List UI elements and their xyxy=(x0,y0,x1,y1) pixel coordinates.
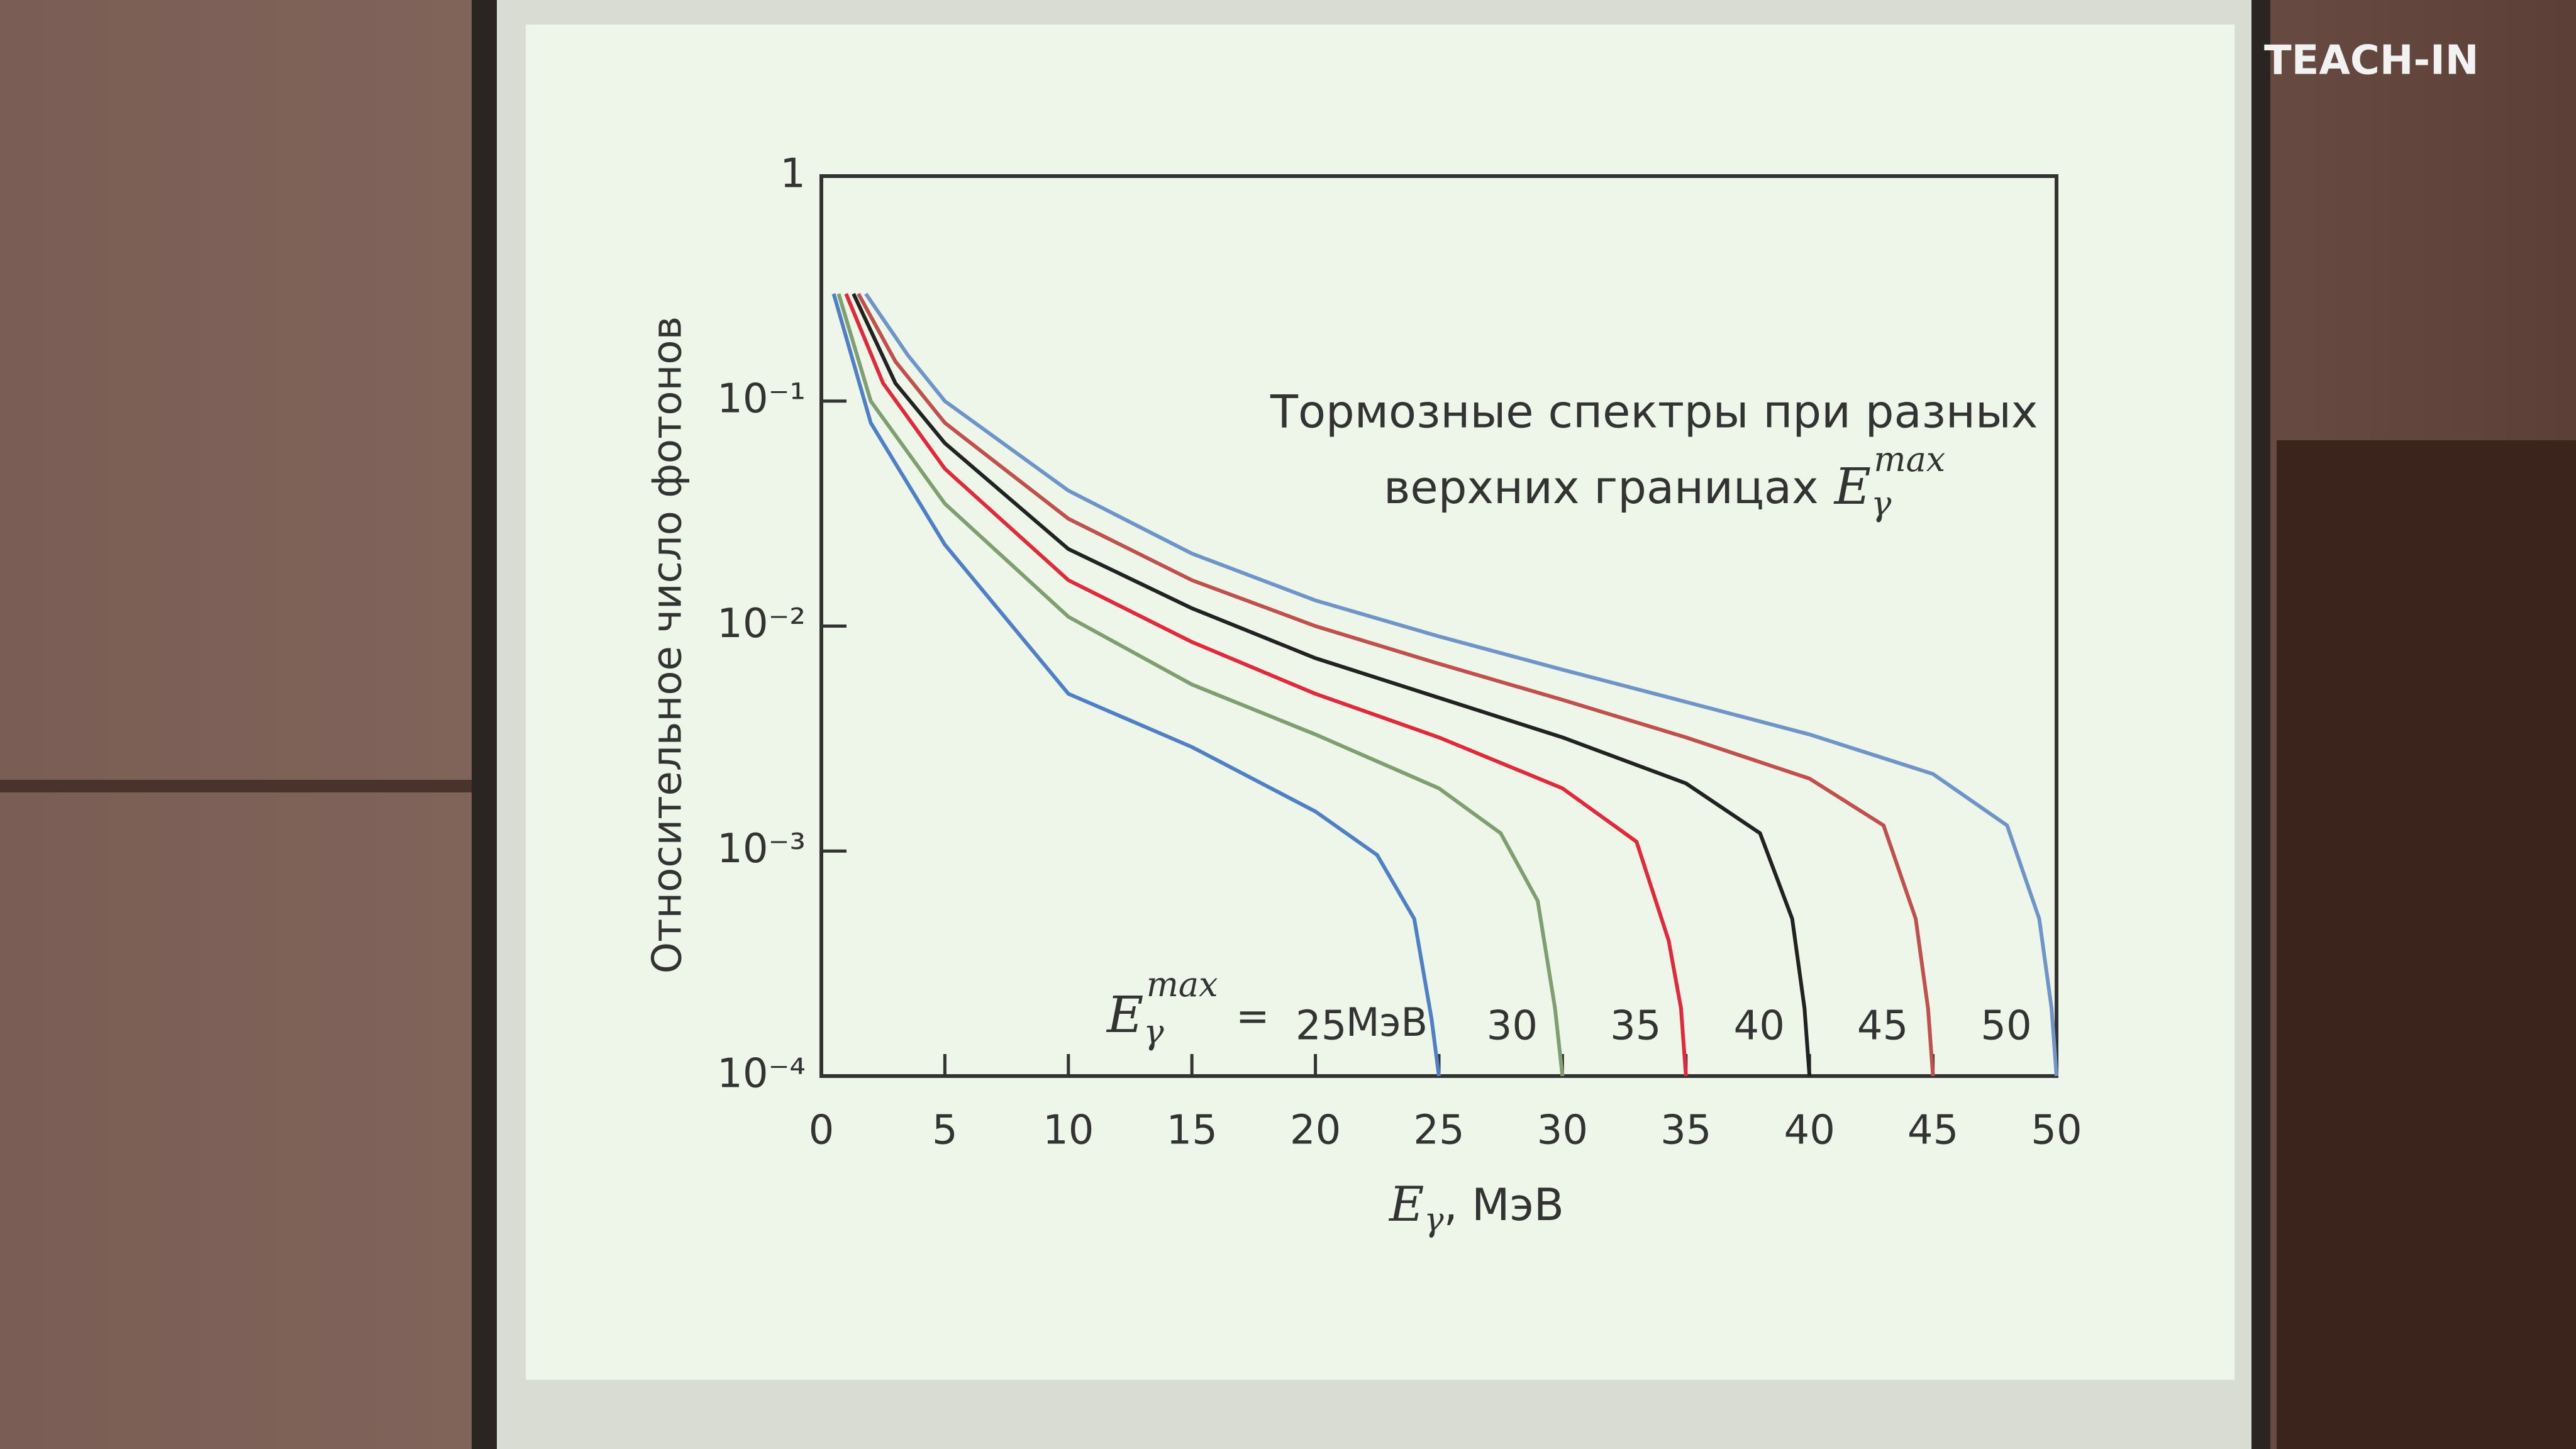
x-tick-label: 35 xyxy=(1660,1108,1711,1154)
x-tick-label: 0 xyxy=(809,1108,835,1154)
curve-label-E: E xyxy=(1106,985,1143,1044)
curve-label-equals: = xyxy=(1236,994,1270,1040)
y-tick-label: 10⁻⁴ xyxy=(717,1051,806,1097)
x-tick-label: 15 xyxy=(1166,1108,1217,1154)
series-line xyxy=(864,292,2058,1077)
x-tick-label: 5 xyxy=(932,1108,958,1154)
annotation-sub: γ xyxy=(1871,484,1892,523)
legend-label: 40 xyxy=(1733,1003,1784,1050)
annotation-text: верхних границах xyxy=(1384,461,1819,514)
y-tick-label: 10⁻² xyxy=(717,601,806,647)
x-label-symbol: E xyxy=(1388,1176,1424,1232)
y-tick-label: 10⁻¹ xyxy=(717,375,806,422)
x-tick-label: 20 xyxy=(1290,1108,1341,1154)
legend-label: 30 xyxy=(1487,1003,1538,1050)
curve-label-sub: γ xyxy=(1143,1012,1164,1052)
cabinet xyxy=(2277,440,2576,1449)
curve-label-unit: МэВ xyxy=(1346,999,1428,1045)
legend-label: 25 xyxy=(1296,1003,1346,1050)
chart: 10⁻⁴10⁻³10⁻²10⁻¹10 5 10 15 20 25 30 35 40 45 50Отн… xyxy=(645,151,2082,1239)
legend-label: 45 xyxy=(1857,1003,1908,1050)
series-line xyxy=(857,292,1935,1077)
x-tick-label: 45 xyxy=(1907,1108,1958,1154)
y-axis-label: Относительное число фотонов xyxy=(645,316,691,974)
legend-label: 35 xyxy=(1610,1003,1661,1050)
series-line xyxy=(844,292,1688,1077)
x-label-subscript: γ xyxy=(1424,1201,1445,1239)
x-tick-label: 25 xyxy=(1413,1108,1464,1154)
legend-label: 50 xyxy=(1980,1003,2031,1050)
curve-label-sup: max xyxy=(1146,965,1218,1004)
curve-label-symbol: Eγ max xyxy=(1106,965,1218,1052)
series-line xyxy=(852,292,1812,1077)
x-tick-label: 10 xyxy=(1043,1108,1094,1154)
slide xyxy=(526,25,2235,1380)
watermark: TEACH-IN xyxy=(2264,38,2479,84)
annotation-symbol: E xyxy=(1833,457,1871,516)
x-tick-label: 30 xyxy=(1537,1108,1588,1154)
series-line xyxy=(831,293,1441,1077)
x-axis-label: Eγ, МэВ xyxy=(1388,1176,1564,1239)
annotation-line-1: Тормозные спектры при разных xyxy=(1270,386,2038,438)
y-tick-label: 10⁻³ xyxy=(717,826,806,872)
x-tick-label: 50 xyxy=(2031,1108,2082,1154)
annotation-line-2: верхних границах Eγ max xyxy=(1384,440,1945,523)
x-tick-label: 40 xyxy=(1784,1108,1835,1154)
x-label-unit: , МэВ xyxy=(1444,1179,1564,1231)
series-line xyxy=(836,293,1565,1077)
wall-ledge xyxy=(0,780,478,792)
y-tick-label: 1 xyxy=(780,151,806,197)
annotation-sup: max xyxy=(1874,440,1945,479)
